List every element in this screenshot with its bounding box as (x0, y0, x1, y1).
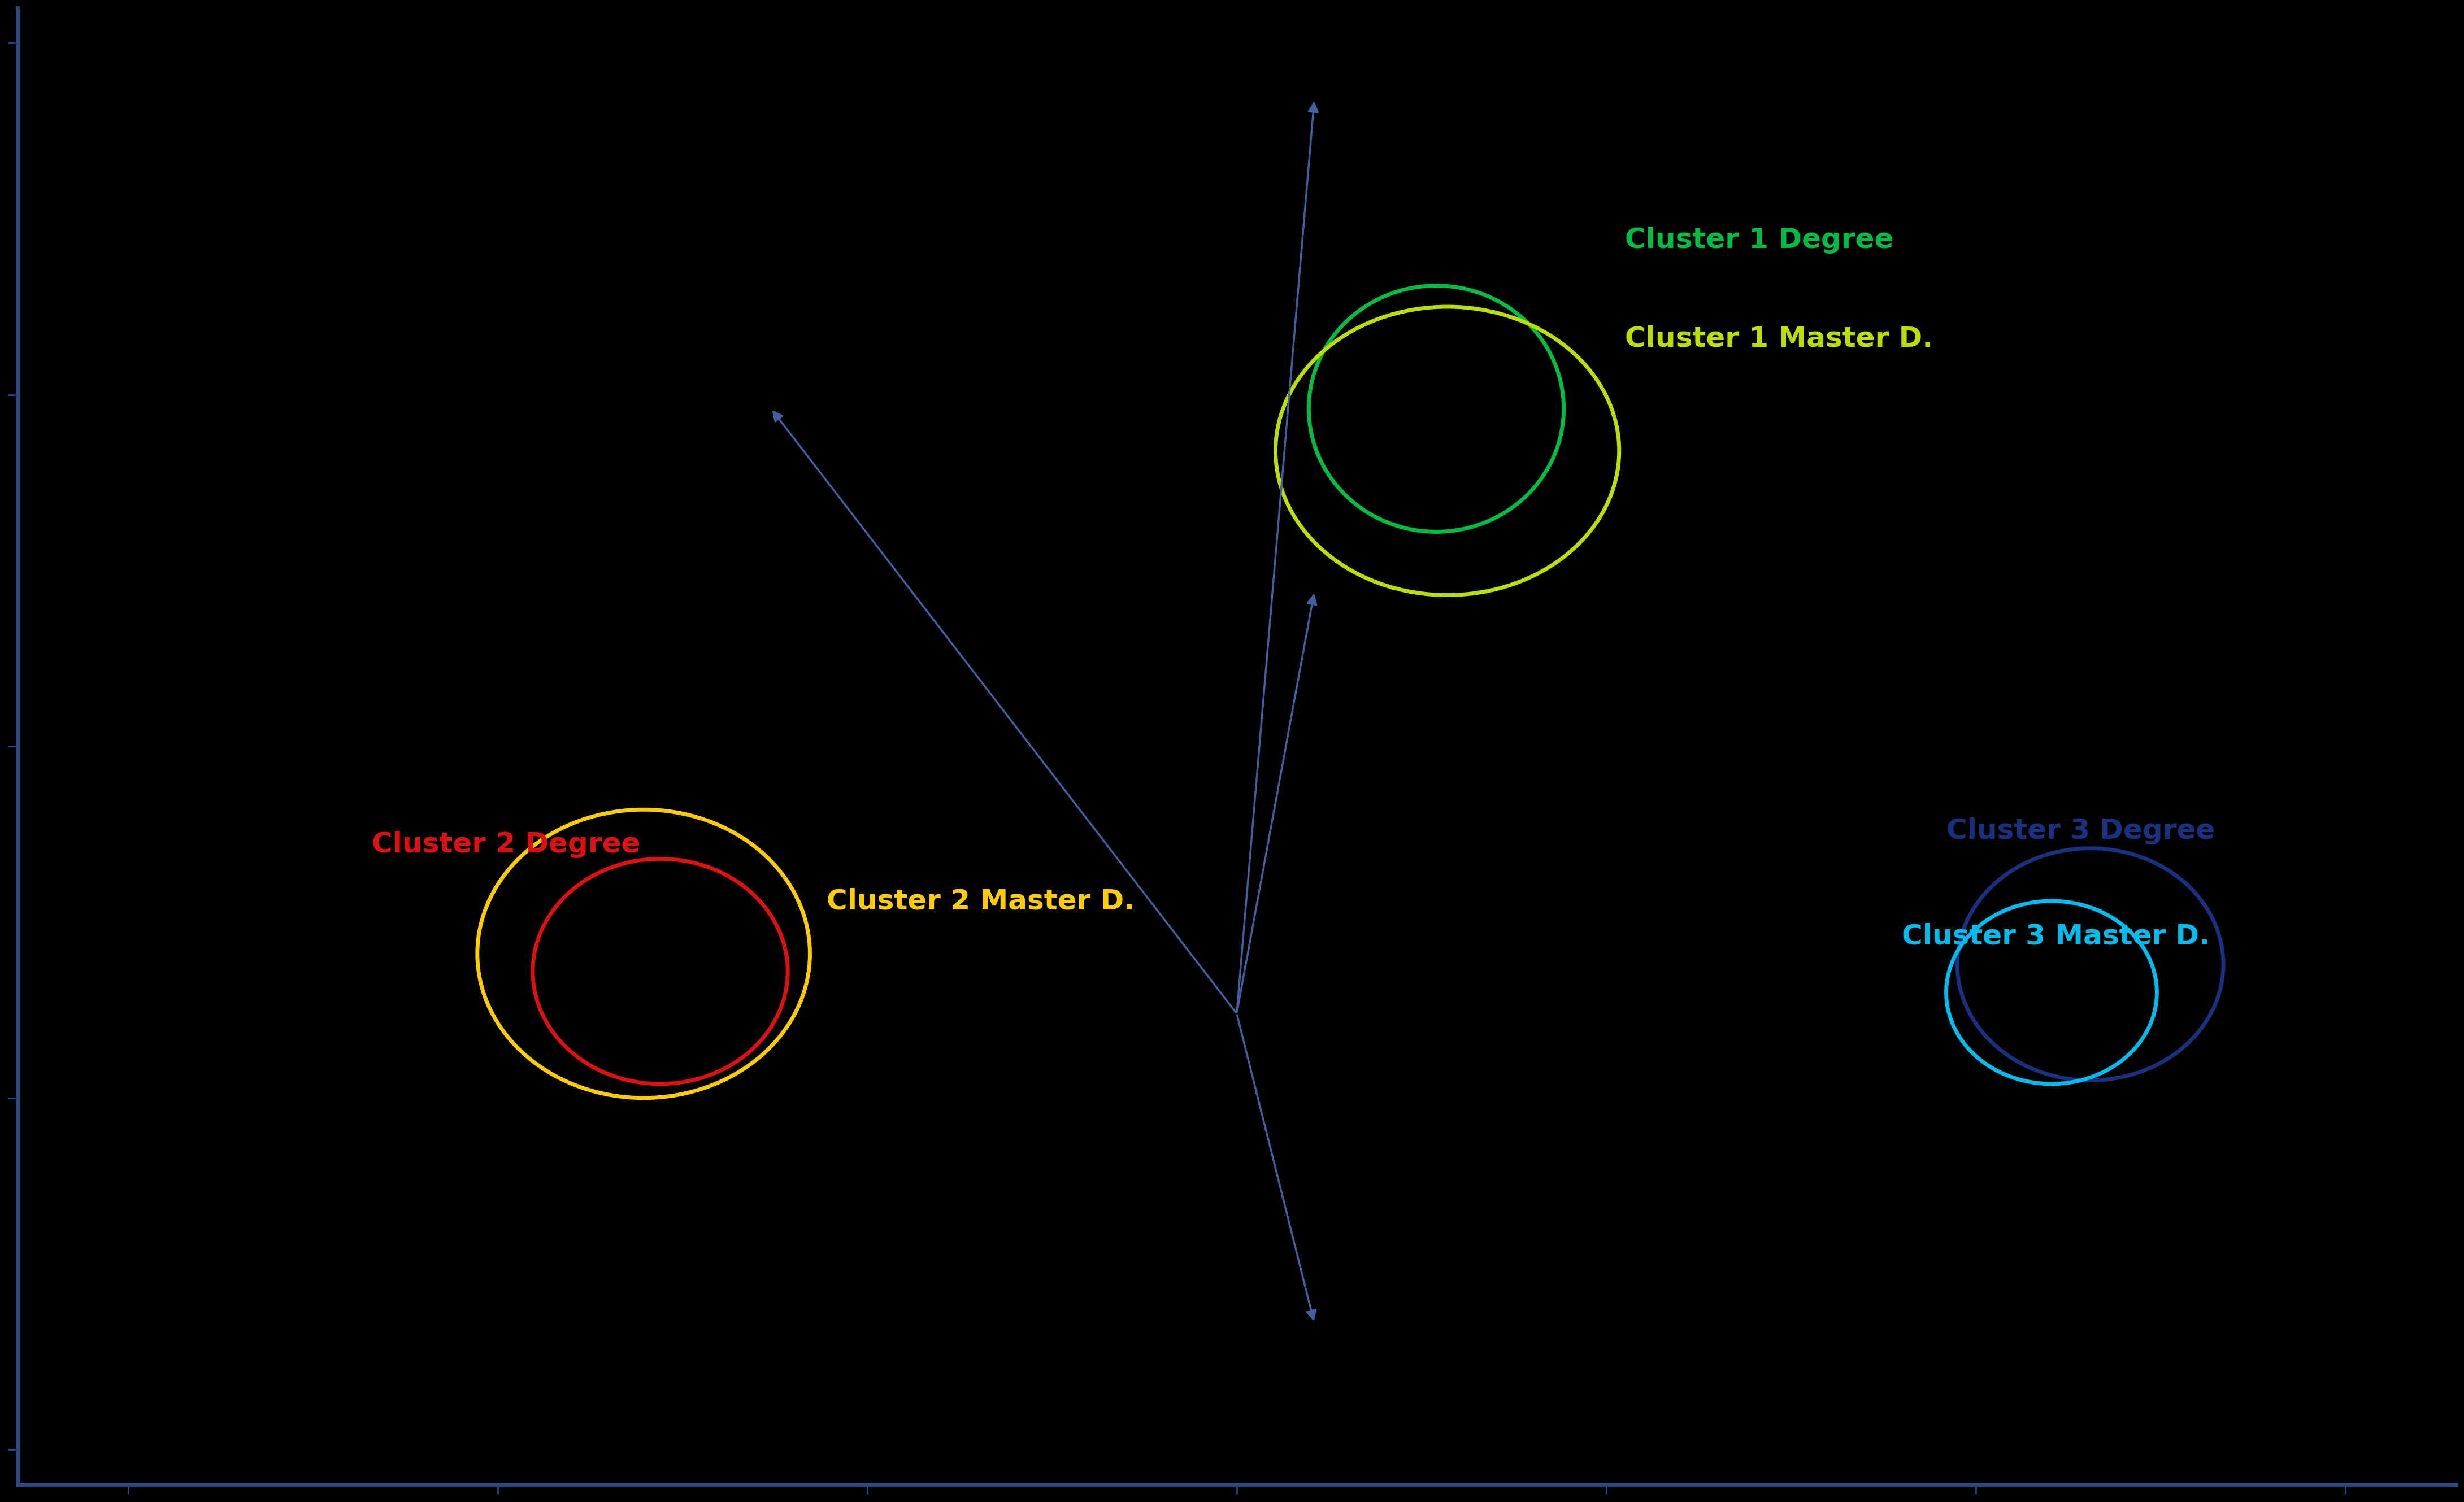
Text: Cluster 3 Master D.: Cluster 3 Master D. (1902, 922, 2210, 949)
Text: Cluster 2 Master D.: Cluster 2 Master D. (825, 888, 1133, 915)
Text: Cluster 3 Degree: Cluster 3 Degree (1947, 817, 2215, 844)
Text: Cluster 1 Degree: Cluster 1 Degree (1624, 227, 1892, 254)
Text: Cluster 1 Master D.: Cluster 1 Master D. (1624, 324, 1932, 351)
Text: Cluster 2 Degree: Cluster 2 Degree (372, 831, 641, 858)
